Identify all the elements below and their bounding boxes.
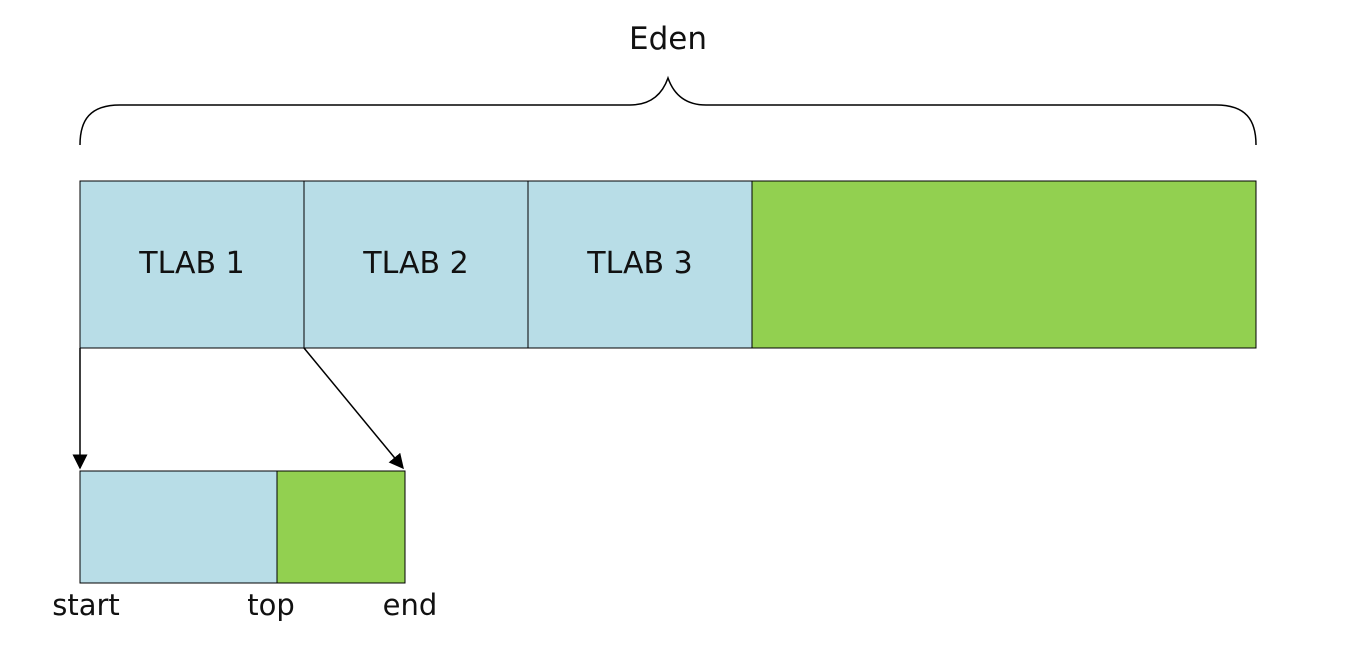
tlab-3-label: TLAB 3 bbox=[586, 246, 692, 281]
tlab-1-block bbox=[79, 180, 305, 349]
start-label: start bbox=[52, 588, 120, 622]
tlab-free-space bbox=[276, 470, 406, 584]
tlab-used-space bbox=[79, 470, 278, 584]
eden-label: Eden bbox=[629, 21, 707, 57]
eden-brace bbox=[79, 75, 1257, 146]
tlab-2-block bbox=[303, 180, 529, 349]
end-arrow bbox=[303, 347, 404, 470]
tlab-2-label: TLAB 2 bbox=[362, 246, 468, 281]
tlab-1-label: TLAB 1 bbox=[138, 246, 244, 281]
end-label: end bbox=[383, 588, 438, 622]
tlab-3-block bbox=[527, 180, 753, 349]
top-label: top bbox=[247, 588, 295, 622]
eden-free-space bbox=[751, 180, 1257, 349]
